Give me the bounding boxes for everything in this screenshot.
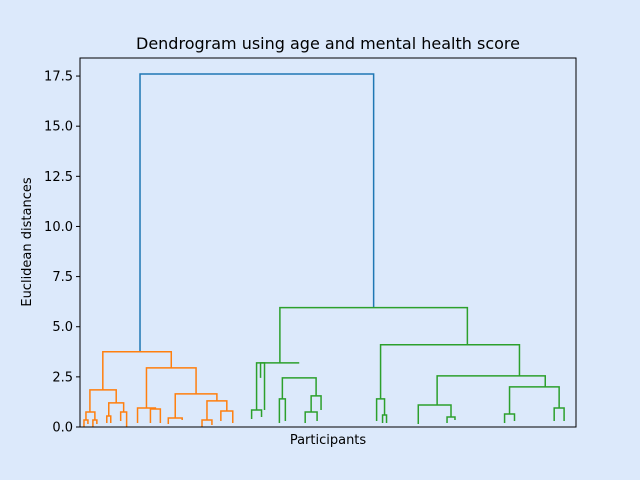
dendrogram-link (139, 73, 375, 352)
y-tick-label: 15.0 (44, 120, 73, 135)
y-tick-label: 17.5 (44, 70, 73, 85)
y-tick-label: 10.0 (44, 220, 73, 235)
dendrogram-link (508, 386, 560, 414)
plot-area (80, 58, 576, 427)
dendrogram-link (379, 344, 521, 399)
plot-frame (79, 57, 577, 428)
dendrogram-link (255, 362, 266, 410)
y-tick-label: 2.5 (52, 370, 73, 385)
y-tick-label: 7.5 (52, 270, 73, 285)
dendrogram-link (174, 393, 218, 418)
dendrogram-link (375, 398, 386, 421)
dendrogram-link (201, 419, 213, 427)
dendrogram-link (106, 415, 112, 423)
dendrogram-link (167, 417, 183, 424)
dendrogram-link (149, 408, 162, 423)
dendrogram-links (83, 73, 565, 427)
dendrogram-link (250, 409, 263, 419)
dendrogram-link (310, 395, 322, 412)
dendrogram-link (89, 389, 117, 412)
dendrogram-link (279, 306, 469, 363)
chart-title: Dendrogram using age and mental health s… (136, 34, 520, 53)
dendrogram-link (304, 411, 318, 423)
dendrogram-link (145, 367, 197, 408)
y-tick-label: 0.0 (52, 421, 73, 436)
dendrogram-link (503, 413, 516, 423)
dendrogram-link (553, 407, 565, 421)
dendrogram-link (108, 402, 125, 416)
dendrogram-link (83, 419, 89, 427)
dendrogram-link (102, 351, 173, 390)
dendrogram-link (381, 414, 388, 423)
dendrogram-link (281, 377, 317, 399)
y-tick-label: 12.5 (44, 170, 73, 185)
dendrogram-link (278, 398, 287, 423)
dendrogram-link (85, 411, 96, 420)
y-tick-label: 5.0 (52, 320, 73, 335)
dendrogram-link (436, 375, 546, 405)
dendrogram-link (446, 416, 456, 423)
dendrogram-link (417, 404, 452, 424)
dendrogram-link (92, 419, 98, 427)
dendrogram-link (220, 410, 234, 423)
dendrogram-link (206, 400, 228, 420)
dendrogram-link (119, 411, 128, 427)
x-axis-label: Participants (290, 433, 367, 448)
y-axis-label: Euclidean distances (20, 177, 35, 306)
y-axis: 0.0 2.5 5.0 7.5 10.0 12.5 15.0 17.5 (44, 70, 80, 436)
